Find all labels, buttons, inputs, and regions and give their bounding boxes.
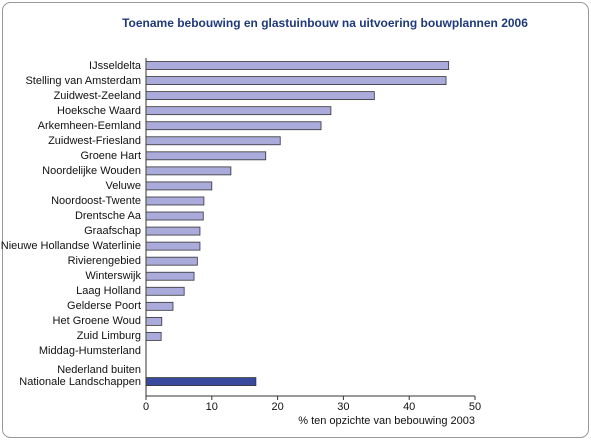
x-tick-label: 40 — [403, 401, 415, 413]
y-tick-label: Zuid Limburg — [76, 330, 141, 343]
y-tick-label: IJsseldelta — [89, 59, 141, 72]
bar — [145, 121, 322, 131]
bar — [145, 301, 174, 311]
bar — [145, 76, 447, 85]
bar — [145, 211, 204, 221]
bar — [145, 136, 281, 146]
bar — [145, 226, 201, 236]
y-tick-label: Drentsche Aa — [74, 210, 141, 223]
bar — [145, 241, 201, 251]
bar — [145, 271, 195, 281]
bar — [145, 91, 375, 101]
y-tick-label: Hoeksche Waard — [57, 104, 141, 117]
bar — [145, 377, 257, 386]
y-tick-label: Het Groene Woud — [52, 315, 141, 328]
y-tick-label: Winterswijk — [85, 270, 141, 283]
x-tick-label: 30 — [337, 401, 349, 413]
x-tick-label: 50 — [469, 401, 481, 413]
x-tick-label: 10 — [206, 401, 218, 413]
bar — [145, 196, 205, 206]
x-tick-label: 20 — [271, 401, 283, 413]
y-tick-label: Zuidwest-Zeeland — [53, 89, 141, 102]
y-tick-label: Zuidwest-Friesland — [48, 134, 141, 147]
bar — [145, 332, 162, 341]
y-tick-label: Noordelijke Wouden — [42, 164, 141, 177]
y-tick-label: Nieuwe Hollandse Waterlinie — [0, 240, 141, 253]
bar — [145, 181, 213, 191]
bar — [145, 316, 163, 326]
bar — [145, 61, 450, 70]
y-tick-label: Gelderse Poort — [67, 300, 141, 313]
y-tick-label: Laag Holland — [76, 285, 141, 298]
y-tick-label: Veluwe — [105, 179, 141, 192]
bar — [145, 256, 198, 266]
bar — [145, 106, 332, 116]
y-tick-label: Middag-Humsterland — [38, 345, 141, 358]
chart-title: Toename bebouwing en glastuinbouw na uit… — [122, 16, 528, 30]
y-tick-label: Nederland buiten Nationale Landschappen — [19, 363, 141, 388]
x-axis-label: % ten opzichte van bebouwing 2003 — [298, 415, 475, 427]
bar — [145, 286, 185, 296]
y-tick-label: Stelling van Amsterdam — [25, 74, 141, 87]
bar — [145, 166, 232, 176]
y-tick-label: Graafschap — [84, 225, 141, 238]
x-tick-label: 0 — [143, 401, 149, 413]
y-tick-label: Noordoost-Twente — [51, 194, 141, 207]
y-tick-label: Arkemheen-Eemland — [37, 119, 141, 132]
bar — [145, 151, 267, 161]
y-tick-label: Rivierengebied — [67, 255, 141, 268]
y-tick-label: Groene Hart — [80, 149, 141, 162]
